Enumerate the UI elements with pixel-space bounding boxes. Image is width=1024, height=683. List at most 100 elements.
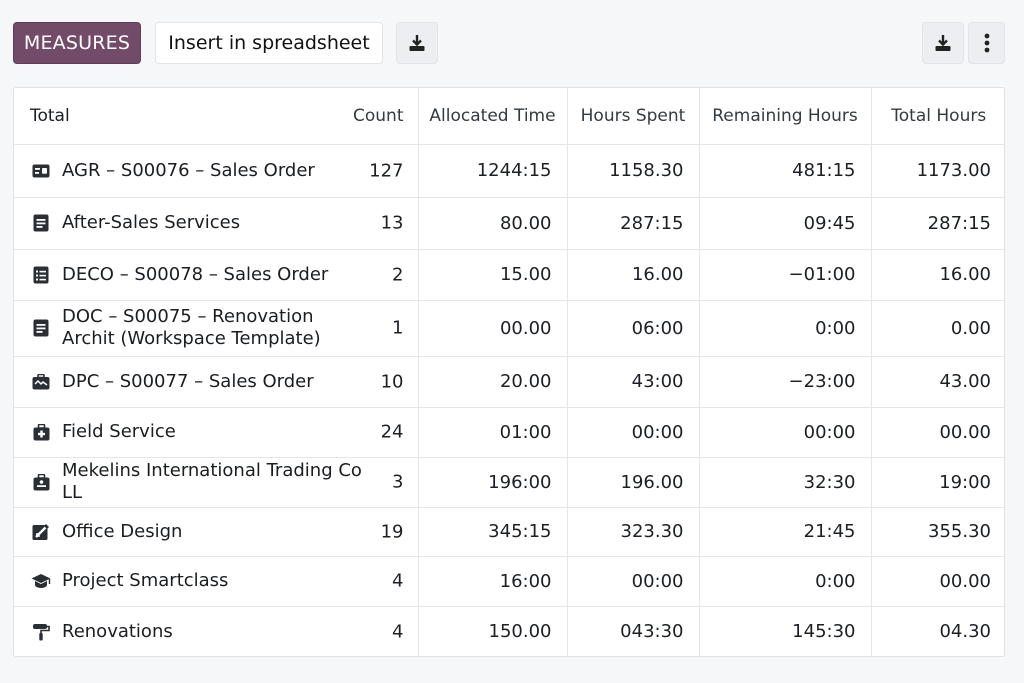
allocated-time-cell[interactable]: 20.00 <box>418 356 568 408</box>
row-count: 10 <box>380 371 404 392</box>
total-hours-cell[interactable]: 43.00 <box>871 356 1004 408</box>
remaining-hours-cell[interactable]: 0:00 <box>699 300 872 357</box>
graduation-cap-icon <box>31 571 51 591</box>
remaining-hours-cell[interactable]: 145:30 <box>699 606 872 656</box>
medical-kit-icon <box>31 422 51 442</box>
row-header[interactable]: Office Design 19 <box>14 507 419 557</box>
row-label: Office Design <box>62 520 183 542</box>
row-count: 4 <box>392 621 404 642</box>
paint-roller-icon <box>31 622 51 642</box>
row-label: Renovations <box>62 620 173 642</box>
table-row[interactable]: Renovations 4 150.00 043:30 145:30 04.30 <box>14 606 1004 656</box>
total-hours-cell[interactable]: 287:15 <box>871 197 1004 250</box>
allocated-time-cell[interactable]: 196:00 <box>418 457 568 508</box>
total-header[interactable]: Total Count <box>14 88 419 145</box>
row-header[interactable]: Mekelins International Trading Co LL 3 <box>14 457 419 508</box>
table-row[interactable]: Office Design 19 345:15 323.30 21:45 355… <box>14 507 1004 557</box>
remaining-hours-cell[interactable]: −01:00 <box>699 249 872 301</box>
allocated-time-cell[interactable]: 150.00 <box>418 606 568 656</box>
hours-spent-header[interactable]: Hours Spent <box>567 88 700 145</box>
allocated-time-cell[interactable]: 345:15 <box>418 507 568 557</box>
row-label: DPC – S00077 – Sales Order <box>62 370 314 392</box>
row-header[interactable]: AGR – S00076 – Sales Order 127 <box>14 144 419 198</box>
row-header[interactable]: After-Sales Services 13 <box>14 197 419 250</box>
hours-spent-cell[interactable]: 16.00 <box>567 249 700 301</box>
row-header[interactable]: Field Service 24 <box>14 407 419 458</box>
remaining-hours-cell[interactable]: 21:45 <box>699 507 872 557</box>
row-header[interactable]: DOC – S00075 – Renovation Archit (Worksp… <box>14 300 419 357</box>
list-document-icon <box>31 265 51 285</box>
row-header[interactable]: Project Smartclass 4 <box>14 556 419 607</box>
count-header[interactable]: Count <box>353 105 404 126</box>
total-hours-cell[interactable]: 0.00 <box>871 300 1004 357</box>
document-icon <box>31 213 51 233</box>
hours-spent-cell[interactable]: 196.00 <box>567 457 700 508</box>
row-count: 13 <box>380 212 404 234</box>
row-label: After-Sales Services <box>62 212 241 233</box>
remaining-hours-cell[interactable]: −23:00 <box>699 356 872 408</box>
table-row[interactable]: Mekelins International Trading Co LL 3 1… <box>14 457 1004 508</box>
row-label: Field Service <box>62 421 176 442</box>
total-hours-cell[interactable]: 04.30 <box>871 606 1004 656</box>
hours-spent-cell[interactable]: 1158.30 <box>567 144 700 198</box>
export-button[interactable] <box>922 22 964 64</box>
table-row[interactable]: Field Service 24 01:00 00:00 00:00 00.00 <box>14 407 1004 458</box>
kebab-menu-icon <box>984 33 990 53</box>
remaining-hours-cell[interactable]: 481:15 <box>699 144 872 198</box>
hours-spent-cell[interactable]: 00:00 <box>567 556 700 607</box>
total-hours-cell[interactable]: 1173.00 <box>871 144 1004 198</box>
total-hours-cell[interactable]: 16.00 <box>871 249 1004 301</box>
row-count: 1 <box>392 317 404 339</box>
allocated-time-cell[interactable]: 01:00 <box>418 407 568 458</box>
hours-spent-cell[interactable]: 323.30 <box>567 507 700 557</box>
total-hours-cell[interactable]: 00.00 <box>871 407 1004 458</box>
hours-spent-cell[interactable]: 043:30 <box>567 606 700 656</box>
hours-spent-cell[interactable]: 43:00 <box>567 356 700 408</box>
allocated-time-cell[interactable]: 00.00 <box>418 300 568 357</box>
total-hours-cell[interactable]: 355.30 <box>871 507 1004 557</box>
total-hours-cell[interactable]: 19:00 <box>871 457 1004 508</box>
row-header[interactable]: Renovations 4 <box>14 606 419 656</box>
badge-icon <box>31 472 51 492</box>
allocated-time-header[interactable]: Allocated Time <box>418 88 568 145</box>
insert-in-spreadsheet-button[interactable]: Insert in spreadsheet <box>155 22 383 64</box>
table-row[interactable]: AGR – S00076 – Sales Order 127 1244:15 1… <box>14 144 1004 198</box>
row-header[interactable]: DPC – S00077 – Sales Order 10 <box>14 356 419 408</box>
table-row[interactable]: After-Sales Services 13 80.00 287:15 09:… <box>14 197 1004 250</box>
total-hours-cell[interactable]: 00.00 <box>871 556 1004 607</box>
pivot-toolbar: MEASURES Insert in spreadsheet <box>13 22 1005 66</box>
hours-spent-cell[interactable]: 287:15 <box>567 197 700 250</box>
table-row[interactable]: DPC – S00077 – Sales Order 10 20.00 43:0… <box>14 356 1004 408</box>
row-header[interactable]: DECO – S00078 – Sales Order 2 <box>14 249 419 301</box>
remaining-hours-cell[interactable]: 0:00 <box>699 556 872 607</box>
allocated-time-cell[interactable]: 1244:15 <box>418 144 568 198</box>
pivot-table: Total Count Allocated Time Hours Spent R… <box>14 88 1004 656</box>
row-label: AGR – S00076 – Sales Order <box>62 159 315 181</box>
hours-spent-cell[interactable]: 00:00 <box>567 407 700 458</box>
download-icon <box>934 34 952 52</box>
row-label: DECO – S00078 – Sales Order <box>62 263 329 285</box>
measures-button[interactable]: MEASURES <box>13 22 141 64</box>
allocated-time-cell[interactable]: 15.00 <box>418 249 568 301</box>
header-row: Total Count Allocated Time Hours Spent R… <box>14 88 1004 145</box>
table-row[interactable]: Project Smartclass 4 16:00 00:00 0:00 00… <box>14 556 1004 607</box>
download-button[interactable] <box>396 22 438 64</box>
allocated-time-cell[interactable]: 80.00 <box>418 197 568 250</box>
row-label: DOC – S00075 – Renovation Archit (Worksp… <box>62 306 321 349</box>
hours-spent-cell[interactable]: 06:00 <box>567 300 700 357</box>
row-count: 127 <box>369 160 404 181</box>
total-hours-header[interactable]: Total Hours <box>871 88 1004 145</box>
remaining-hours-cell[interactable]: 00:00 <box>699 407 872 458</box>
document-icon <box>31 318 51 338</box>
allocated-time-cell[interactable]: 16:00 <box>418 556 568 607</box>
remaining-hours-cell[interactable]: 32:30 <box>699 457 872 508</box>
table-row[interactable]: DOC – S00075 – Renovation Archit (Worksp… <box>14 300 1004 357</box>
more-options-button[interactable] <box>968 22 1005 64</box>
remaining-hours-header[interactable]: Remaining Hours <box>699 88 872 145</box>
table-row[interactable]: DECO – S00078 – Sales Order 2 15.00 16.0… <box>14 249 1004 301</box>
remaining-hours-cell[interactable]: 09:45 <box>699 197 872 250</box>
id-card-icon <box>31 161 51 181</box>
row-count: 2 <box>392 264 404 285</box>
row-label: Project Smartclass <box>62 570 229 591</box>
